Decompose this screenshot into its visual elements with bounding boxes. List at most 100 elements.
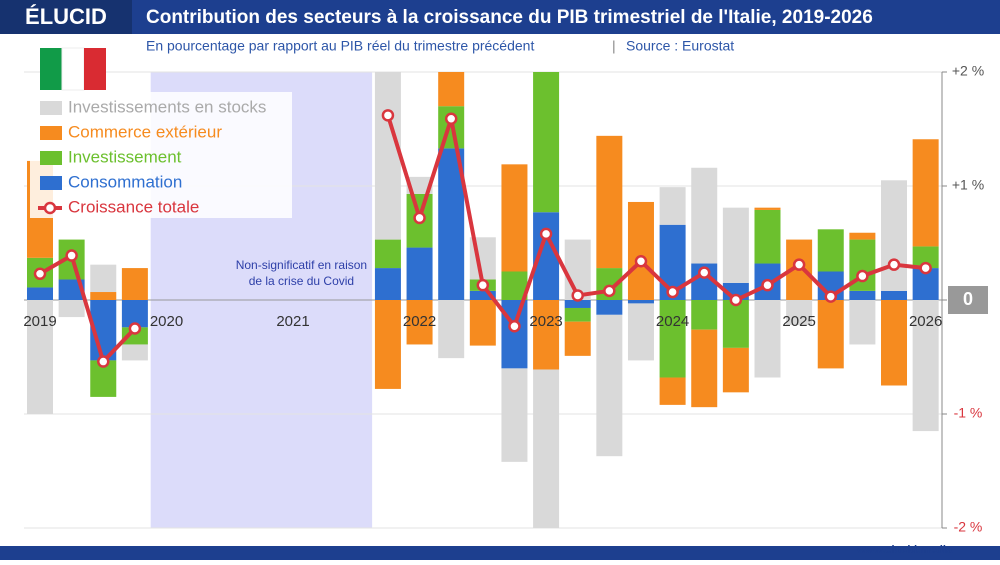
total-point [33, 267, 47, 281]
subtitle: En pourcentage par rapport au PIB réel d… [146, 38, 534, 54]
total-line [39, 114, 926, 366]
bar [881, 180, 908, 291]
total-point [824, 290, 837, 303]
bar [754, 207, 781, 210]
total-point [508, 319, 521, 333]
bar [691, 329, 718, 408]
bar [469, 300, 496, 346]
legend-swatch [40, 176, 62, 190]
total-point [65, 249, 78, 262]
separator: | [612, 38, 616, 54]
bar [374, 72, 401, 240]
bar [627, 303, 654, 361]
x-tick-label: 2023 [529, 313, 562, 330]
bar [627, 201, 654, 300]
bar [406, 300, 433, 345]
y-tick-label: -2 % [954, 519, 983, 535]
legend-label: Commerce extérieur [68, 122, 222, 141]
bar [27, 287, 53, 300]
bar [121, 268, 148, 300]
bar [627, 300, 654, 304]
bar [754, 209, 781, 264]
bar [817, 229, 844, 272]
bar [912, 139, 939, 247]
bar [438, 300, 465, 359]
total-point [792, 258, 806, 271]
bar [849, 290, 876, 300]
chart-title: Contribution des secteurs à la croissanc… [146, 7, 873, 28]
bar [533, 369, 560, 528]
bar [881, 290, 908, 300]
y-tick-label: -1 % [954, 405, 983, 421]
total-point [666, 285, 679, 299]
total-point [919, 261, 932, 275]
bar [564, 300, 591, 308]
zero-box [948, 286, 988, 314]
bar [817, 300, 844, 369]
x-tick-label: 2021 [276, 313, 309, 330]
bar [121, 344, 148, 361]
bar [786, 300, 813, 326]
bar [722, 347, 749, 393]
flag-red [84, 48, 106, 90]
bar [596, 135, 623, 269]
flag-green [40, 48, 62, 90]
legend-box [30, 92, 292, 218]
bar [406, 176, 433, 194]
bar [501, 164, 528, 272]
source: Source : Eurostat [626, 38, 734, 54]
bar [659, 187, 686, 225]
bar [659, 377, 686, 405]
x-tick-label: 2020 [150, 313, 183, 330]
total-point [603, 284, 616, 298]
total-point [381, 109, 395, 122]
total-point [729, 293, 743, 307]
bar [438, 72, 465, 107]
logo-box [0, 0, 132, 34]
total-point [761, 278, 774, 292]
total-point [539, 227, 553, 241]
bar [501, 368, 528, 462]
bar [659, 300, 686, 378]
bar [469, 290, 496, 300]
legend-label: Investissement [68, 147, 182, 166]
y-tick-label: 0 [963, 289, 973, 309]
y-tick-label: +2 % [952, 63, 984, 79]
legend-swatch [40, 126, 62, 140]
footer: www.elucid.media [856, 544, 953, 556]
bar [90, 292, 117, 300]
legend-label: Croissance totale [68, 197, 199, 216]
bar [374, 239, 401, 269]
annotation-line: de la crise du Covid [249, 274, 354, 288]
total-point [634, 254, 648, 268]
bar [754, 300, 781, 378]
total-point [697, 266, 711, 279]
bar [533, 72, 560, 213]
bar [881, 300, 908, 386]
total-point [887, 258, 901, 271]
bar [564, 321, 591, 356]
annotation: Non-significatif en raison de la crise du… [236, 258, 367, 288]
footer-bar [0, 546, 1000, 560]
bar [849, 300, 876, 345]
bar [596, 314, 623, 457]
total-point [413, 211, 426, 225]
bar [406, 247, 433, 300]
bar [849, 232, 876, 240]
total-point [128, 322, 142, 335]
total-point [444, 112, 458, 125]
legend-swatch [40, 151, 62, 165]
bar [90, 264, 117, 293]
legend-swatch [40, 101, 62, 115]
bar [596, 300, 623, 315]
bar [27, 300, 53, 414]
bar [58, 279, 85, 300]
x-tick-label: 2025 [782, 313, 815, 330]
total-point [476, 278, 490, 292]
bar [374, 268, 401, 300]
bar [58, 300, 85, 318]
total-point [571, 289, 584, 302]
brand: ÉLUCID [25, 4, 107, 29]
bar [533, 300, 560, 370]
